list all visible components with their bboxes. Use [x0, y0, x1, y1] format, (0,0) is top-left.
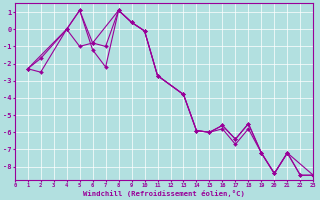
X-axis label: Windchill (Refroidissement éolien,°C): Windchill (Refroidissement éolien,°C): [83, 190, 245, 197]
